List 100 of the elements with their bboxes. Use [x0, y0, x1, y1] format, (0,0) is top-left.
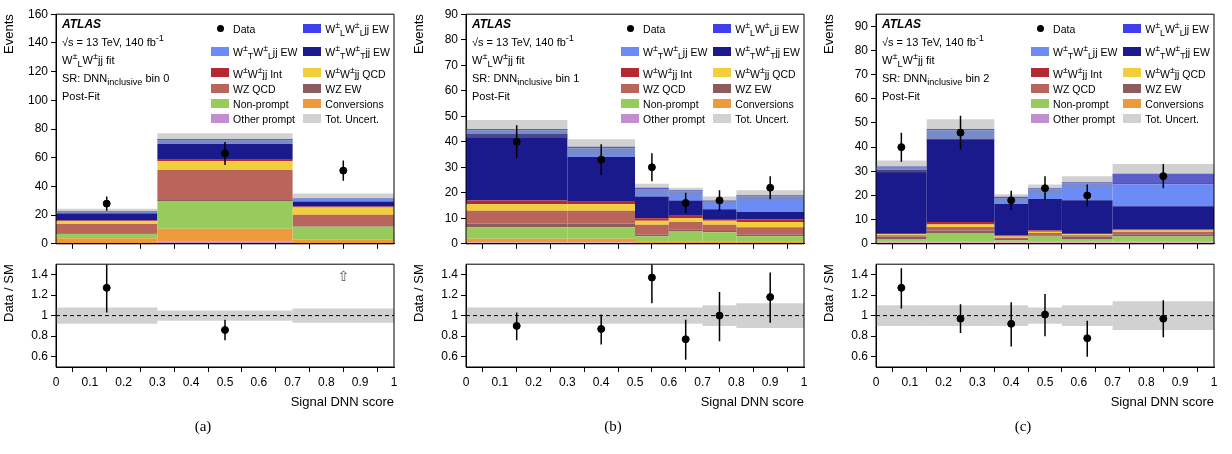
y-tick-label: 0.8 [441, 328, 459, 343]
x-tick-label: 0.1 [901, 374, 919, 389]
legend-label: W$^{±}$$_{L}$W$^{±}$$_{L}$jj EW [325, 19, 390, 40]
x-tick-label: 0.7 [1104, 374, 1122, 389]
legend-label: Data [233, 22, 256, 36]
y-tick-label: 90 [854, 18, 869, 33]
y-axis-title: Data / SM [1, 264, 17, 322]
y-tick-label: 0.8 [31, 328, 49, 343]
y-tick-label: 100 [27, 92, 49, 107]
x-tick-label: 0 [872, 374, 880, 389]
x-tick-label: 0.2 [115, 374, 133, 389]
legend-label: Other prompt [643, 111, 705, 126]
y-tick-label: 20 [34, 207, 49, 222]
text: (c) [1013, 418, 1033, 435]
x-tick-label: 0.1 [81, 374, 99, 389]
annotation: W$^{±}$$_{L}$W$^{±}$jj fit [62, 49, 116, 71]
x-tick-label: 0.2 [525, 374, 543, 389]
y-axis-title: Events [1, 13, 17, 54]
legend-label: W$^{±}$W$^{±}$jj QCD [1145, 64, 1206, 81]
y-tick-label: 10 [444, 210, 459, 225]
x-tick-label: 0 [462, 374, 470, 389]
y-tick-label: 0.8 [851, 328, 869, 343]
y-axis-title: Events [821, 13, 837, 54]
y-tick-label: 40 [444, 134, 459, 149]
y-tick-label: 70 [444, 57, 459, 72]
legend-label: WZ QCD [233, 81, 276, 96]
x-tick-label: 0.9 [351, 374, 369, 389]
legend-label: Conversions [1145, 96, 1204, 111]
x-tick-label: 0.4 [182, 374, 200, 389]
y-tick-label: 30 [444, 159, 459, 174]
y-tick-label: 0.6 [851, 349, 869, 364]
legend-label: W$^{±}$$_{T}$W$^{±}$$_{L}$jj EW [233, 41, 298, 63]
x-tick-label: 0.8 [1138, 374, 1156, 389]
annotation: ATLAS [882, 17, 923, 32]
y-tick-label: 80 [854, 42, 869, 57]
x-tick-label: 0.5 [216, 374, 234, 389]
annotation: SR: DNN$_{inclusive}$ bin 0 [62, 70, 170, 89]
legend-label: W$^{±}$$_{L}$W$^{±}$$_{L}$jj EW [735, 19, 800, 40]
y-tick-label: 80 [444, 32, 459, 47]
legend-label: W$^{±}$W$^{±}$jj QCD [325, 64, 386, 81]
y-tick-label: 70 [854, 66, 869, 81]
y-tick-label: 80 [34, 121, 49, 136]
annotation: Post-Fit [62, 88, 101, 103]
y-tick-label: 10 [854, 211, 869, 226]
legend-label: Data [643, 22, 666, 36]
legend-label: WZ EW [325, 81, 362, 96]
x-tick-label: 0.8 [728, 374, 746, 389]
x-tick-label: 0.9 [1171, 374, 1189, 389]
annotation: Post-Fit [472, 88, 511, 103]
legend-label: W$^{±}$$_{T}$W$^{±}$$_{L}$jj EW [1053, 41, 1118, 63]
legend-label: Other prompt [233, 111, 295, 126]
y-tick-label: 160 [27, 6, 49, 21]
x-axis-title: Signal DNN score [290, 393, 394, 409]
x-tick-label: 1 [800, 374, 808, 389]
annotation: SR: DNN$_{inclusive}$ bin 1 [472, 70, 580, 89]
legend-label: Non-prompt [233, 96, 289, 111]
legend-label: Tot. Uncert. [325, 111, 379, 126]
y-tick-label: 60 [444, 83, 459, 98]
x-tick-label: 0.4 [592, 374, 610, 389]
y-tick-label: 50 [854, 115, 869, 130]
y-tick-label: 60 [34, 150, 49, 165]
y-tick-label: 1.2 [31, 287, 49, 302]
legend-label: W$^{±}$W$^{±}$jj QCD [735, 64, 796, 81]
legend-label: WZ QCD [643, 81, 686, 96]
y-tick-label: 0 [41, 236, 49, 251]
y-tick-label: 1.4 [851, 266, 869, 281]
x-tick-label: 0.8 [318, 374, 336, 389]
y-tick-label: 120 [27, 63, 49, 78]
annotation: SR: DNN$_{inclusive}$ bin 2 [882, 70, 990, 89]
annotation: ATLAS [472, 17, 513, 32]
x-tick-label: 0.7 [694, 374, 712, 389]
y-tick-label: 1 [861, 307, 869, 322]
legend-label: Non-prompt [1053, 96, 1109, 111]
y-tick-label: 1.2 [851, 287, 869, 302]
annotation: W$^{±}$$_{L}$W$^{±}$jj fit [472, 49, 526, 71]
y-tick-label: 40 [854, 139, 869, 154]
legend-label: Tot. Uncert. [735, 111, 789, 126]
x-tick-label: 0 [52, 374, 60, 389]
legend-label: WZ EW [735, 81, 772, 96]
legend-label: W$^{±}$$_{T}$W$^{±}$$_{T}$jj EW [1145, 41, 1210, 63]
legend-label: Tot. Uncert. [1145, 111, 1199, 126]
legend-label: W$^{±}$$_{L}$W$^{±}$$_{L}$jj EW [1145, 19, 1210, 40]
legend-label: W$^{±}$W$^{±}$jj Int [233, 64, 282, 81]
y-tick-label: 90 [444, 6, 459, 21]
text: (a) [193, 418, 213, 435]
y-tick-label: 1.4 [31, 266, 49, 281]
y-tick-label: 0 [861, 236, 869, 251]
legend-label: WZ EW [1145, 81, 1182, 96]
x-tick-label: 0.3 [559, 374, 577, 389]
legend-label: W$^{±}$W$^{±}$jj Int [1053, 64, 1102, 81]
y-axis-title: Events [411, 13, 427, 54]
x-tick-label: 0.3 [149, 374, 167, 389]
y-tick-label: 1.4 [441, 266, 459, 281]
legend-label: WZ QCD [1053, 81, 1096, 96]
legend-label: W$^{±}$$_{T}$W$^{±}$$_{T}$jj EW [735, 41, 800, 63]
y-tick-label: 50 [444, 108, 459, 123]
legend-label: W$^{±}$W$^{±}$jj Int [643, 64, 692, 81]
y-tick-label: 140 [27, 35, 49, 50]
x-axis-title: Signal DNN score [1110, 393, 1214, 409]
x-tick-label: 0.5 [626, 374, 644, 389]
